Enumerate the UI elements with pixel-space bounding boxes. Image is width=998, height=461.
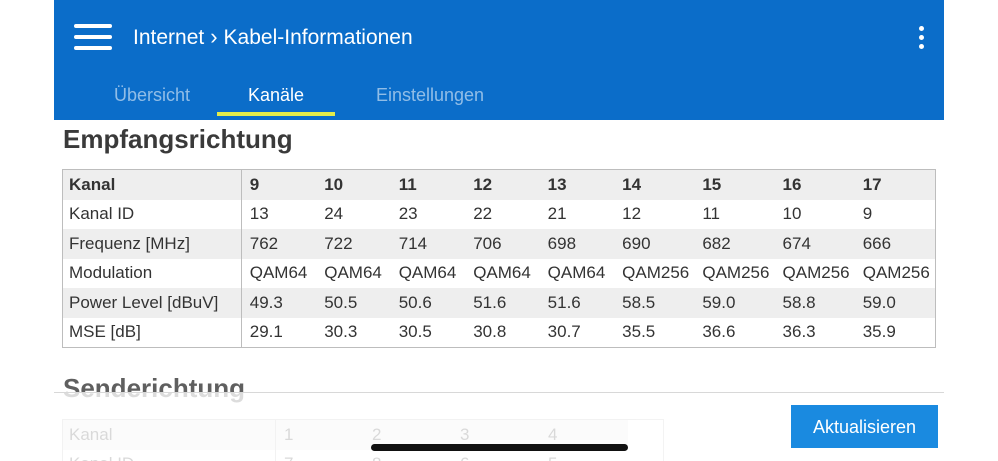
cell: 24 [324,204,344,224]
app-page: Internet › Kabel-Informationen Übersicht K… [54,0,944,461]
tab-bar: Übersicht Kanäle Einstellungen [54,78,944,120]
row-label: Frequenz [MHz] [63,229,242,259]
cell: 36.3 [782,322,816,342]
cell: 22 [473,204,493,224]
row-label: Kanal ID [63,199,242,229]
cell: 30.3 [324,322,358,342]
channel-header: 1 [275,420,364,450]
channel-header: 11 [390,170,466,200]
cell: 59.0 [854,288,935,318]
cell: 9 [862,204,873,224]
channel-header: 9 [241,170,317,200]
cell: QAM64 [473,263,531,283]
downstream-title: Empfangsrichtung [63,124,293,154]
cell: QAM64 [249,263,308,283]
home-indicator[interactable] [371,444,628,451]
cell: 714 [390,229,466,259]
cell: 23 [398,204,418,224]
tab-uebersicht[interactable]: Übersicht [113,85,191,105]
row-label: Kanal [63,420,276,450]
cell: 7 [276,450,365,461]
cell: QAM64 [547,263,606,283]
cell: 51.6 [539,288,615,318]
cell: 21 [547,204,567,224]
downstream-table[interactable]: Kanal 9 10 11 12 13 14 15 16 17 Kanal ID… [62,169,936,348]
cell: 706 [465,229,540,259]
tab-einstellungen[interactable]: Einstellungen [375,85,485,105]
breadcrumb-item-internet[interactable]: Internet [133,26,205,49]
bottom-overlay-divider [54,392,944,393]
cell: 30.5 [398,322,432,342]
channel-header: 12 [465,170,540,200]
cell: 682 [694,229,775,259]
cell: 35.9 [862,322,896,342]
channel-header: 17 [854,170,935,200]
cell: 30.8 [473,322,507,342]
cell: 13 [249,204,269,224]
cell: 36.6 [702,322,736,342]
row-label: MSE [dB] [63,317,242,347]
cell: 5 [540,450,628,461]
table-row: Kanal ID 7 8 6 5 [63,449,628,461]
cell: 51.6 [465,288,540,318]
table-row: Modulation QAM64 QAM64 QAM64 QAM64 QAM64… [63,258,935,288]
cell: 8 [364,450,452,461]
cell: 29.1 [249,322,283,342]
cell: 690 [614,229,695,259]
cell: 6 [452,450,540,461]
cell: QAM64 [398,263,457,283]
cell: 59.0 [694,288,775,318]
cell: QAM256 [782,263,850,283]
cell: 58.5 [614,288,695,318]
breadcrumb: Internet › Kabel-Informationen [133,24,413,51]
cell: 722 [316,229,391,259]
refresh-button[interactable]: Aktualisieren [791,405,938,448]
cell: 11 [702,204,720,224]
table-header-row: Kanal 9 10 11 12 13 14 15 16 17 [63,170,935,200]
chevron-right-icon: › [210,24,218,49]
channel-header: 10 [316,170,391,200]
cell: 49.3 [241,288,317,318]
cell: 674 [774,229,855,259]
cell: QAM256 [622,263,690,283]
hamburger-menu-icon[interactable] [74,24,112,50]
row-label: Kanal ID [63,449,276,461]
app-header: Internet › Kabel-Informationen Übersicht K… [54,0,944,120]
cell: 35.5 [622,322,656,342]
cell: 698 [539,229,615,259]
cell: 12 [622,204,642,224]
cell: 30.7 [547,322,581,342]
channel-header: 13 [539,170,615,200]
table-row: MSE [dB] 29.1 30.3 30.5 30.8 30.7 35.5 3… [63,317,935,347]
more-vertical-icon[interactable] [918,26,926,50]
cell: 762 [241,229,317,259]
row-label: Kanal [63,170,242,200]
cell: 50.6 [390,288,466,318]
cell: 50.5 [316,288,391,318]
row-label: Power Level [dBuV] [63,288,242,318]
table-row: Power Level [dBuV] 49.3 50.5 50.6 51.6 5… [63,288,935,318]
channel-header: 16 [774,170,855,200]
active-tab-indicator [217,112,335,116]
cell: QAM256 [862,263,930,283]
row-label: Modulation [63,258,242,288]
cell: 666 [854,229,935,259]
cell: 10 [782,204,802,224]
tab-kanaele[interactable]: Kanäle [217,78,335,118]
cell: QAM64 [324,263,382,283]
channel-header: 14 [614,170,695,200]
breadcrumb-item-current: Kabel-Informationen [223,26,413,49]
cell: QAM256 [702,263,770,283]
table-row: Frequenz [MHz] 762 722 714 706 698 690 6… [63,229,935,259]
cell: 58.8 [774,288,855,318]
upstream-table: Kanal 1 2 3 4 Kanal ID 7 8 6 5 [62,419,664,461]
channel-header: 15 [694,170,775,200]
table-row: Kanal ID 13 24 23 22 21 12 11 10 9 [63,199,935,229]
